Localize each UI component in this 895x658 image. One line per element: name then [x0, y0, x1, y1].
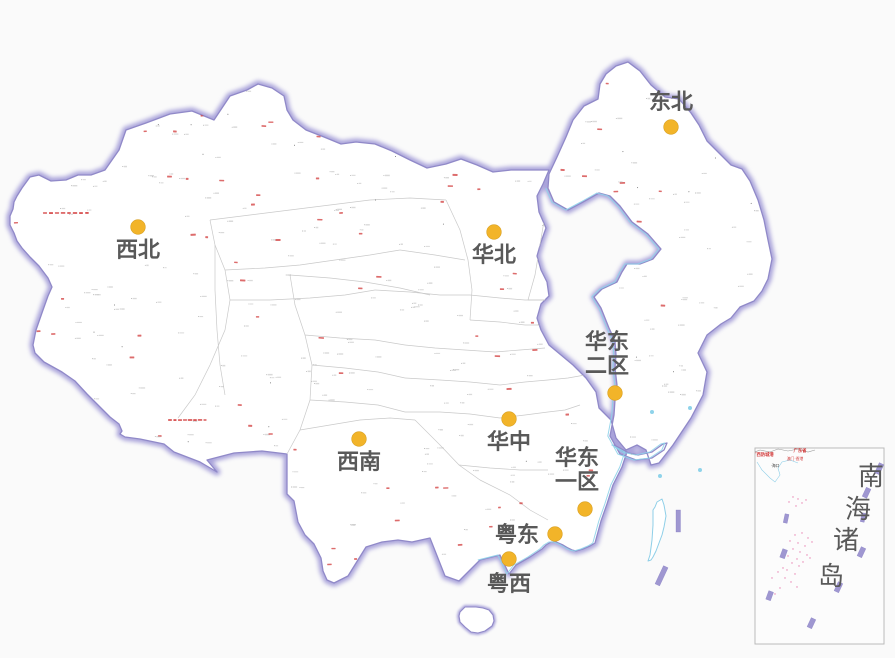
- svg-text:华北: 华北: [472, 242, 516, 267]
- svg-text:二区: 二区: [585, 353, 629, 378]
- svg-text:西南: 西南: [337, 449, 381, 474]
- svg-text:粤东: 粤东: [495, 522, 539, 547]
- svg-text:东北: 东北: [649, 89, 693, 114]
- svg-text:华东: 华东: [585, 329, 629, 354]
- svg-text:一区: 一区: [555, 469, 599, 494]
- svg-text:海: 海: [845, 494, 871, 524]
- svg-text:广西防城港: 广西防城港: [752, 451, 774, 458]
- svg-text:南: 南: [858, 461, 884, 491]
- svg-text:西北: 西北: [116, 237, 160, 262]
- svg-text:华中: 华中: [487, 429, 531, 454]
- svg-text:华东: 华东: [555, 445, 599, 470]
- svg-text:广东省: 广东省: [794, 447, 808, 454]
- svg-text:诸: 诸: [833, 525, 859, 555]
- svg-text:澳门·香港: 澳门·香港: [787, 456, 804, 461]
- svg-text:粤西: 粤西: [487, 571, 531, 596]
- svg-text:·海口: ·海口: [771, 463, 780, 468]
- svg-text:岛: 岛: [818, 561, 844, 591]
